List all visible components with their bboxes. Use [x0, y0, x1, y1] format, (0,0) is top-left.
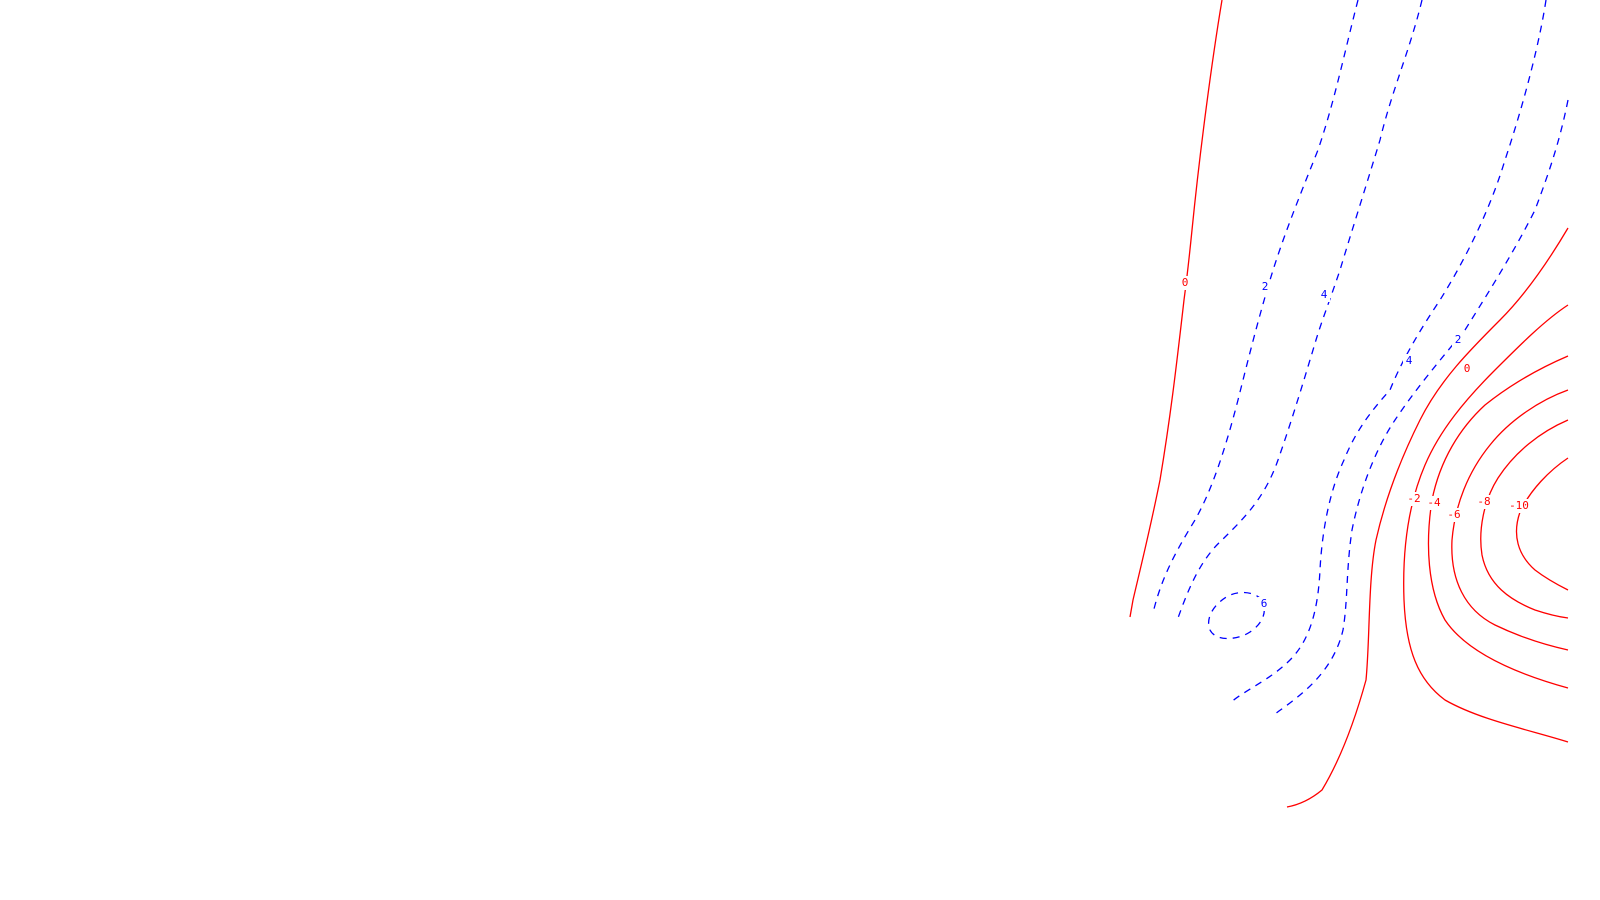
- label-halo: [1461, 362, 1473, 376]
- contour-label-zero-west: 0: [1182, 276, 1189, 289]
- contour-line-dashed-2-east: [1274, 99, 1569, 715]
- contour-label-minus-10: -10: [1509, 499, 1529, 512]
- contour-line-dashed-6-loop: [1208, 591, 1265, 640]
- contour-line-minus-4: [1427, 355, 1569, 689]
- contour-line-minus-2: [1403, 304, 1569, 743]
- contour-line-zero-east: [1286, 227, 1569, 808]
- contour-label-zero-east: 0: [1464, 362, 1471, 375]
- contour-label-minus-8: -8: [1477, 495, 1490, 508]
- contour-label-minus-4: -4: [1427, 496, 1441, 509]
- label-halo: [1475, 495, 1493, 509]
- contour-label-minus-2: -2: [1407, 492, 1420, 505]
- label-halo: [1452, 333, 1464, 347]
- label-halo: [1403, 354, 1415, 368]
- label-halo: [1507, 499, 1531, 513]
- contour-label-minus-6: -6: [1447, 508, 1460, 521]
- contour-line-minus-8: [1480, 419, 1569, 619]
- contour-label-dashed-4-north: 4: [1321, 288, 1328, 301]
- contour-label-dashed-4-mid: 4: [1406, 354, 1413, 367]
- contour-line-dashed-4-north: [1177, 0, 1423, 619]
- contour-line-dashed-2-west: [1152, 0, 1359, 614]
- contour-line-minus-6: [1451, 389, 1569, 651]
- contour-line-minus-10: [1515, 457, 1569, 591]
- label-halo: [1258, 597, 1270, 611]
- label-halo: [1425, 496, 1443, 510]
- contour-label-dashed-6-loop: 6: [1261, 597, 1268, 610]
- contour-line-dashed-4-mid: [1229, 0, 1547, 704]
- label-halo: [1259, 280, 1271, 294]
- label-halo: [1318, 288, 1330, 302]
- contour-label-dashed-2-west: 2: [1262, 280, 1269, 293]
- label-halo: [1445, 508, 1463, 522]
- label-halo: [1179, 276, 1191, 290]
- contour-line-zero-west: [1129, 0, 1223, 618]
- label-halo: [1405, 492, 1423, 506]
- contour-label-dashed-2-east: 2: [1455, 333, 1462, 346]
